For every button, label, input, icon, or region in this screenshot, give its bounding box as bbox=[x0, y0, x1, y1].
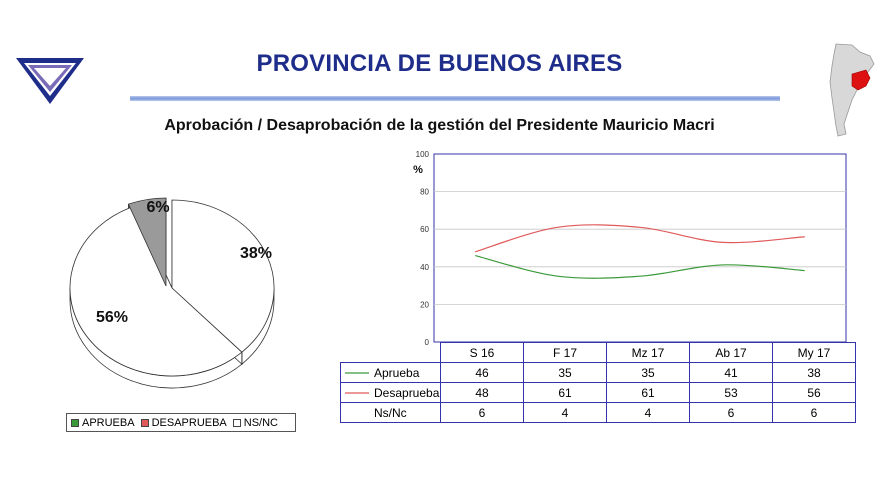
table-cell: 35 bbox=[523, 362, 607, 383]
table-cell: 56 bbox=[772, 382, 856, 403]
y-tick-label: 80 bbox=[420, 188, 429, 197]
table-row-label: Desaprueba bbox=[340, 382, 441, 403]
table-corner bbox=[341, 343, 441, 363]
table-cell: 61 bbox=[523, 382, 607, 403]
legend-swatch-desaprueba bbox=[140, 418, 149, 427]
table-cell: 46 bbox=[440, 362, 524, 383]
table-header-cell: My 17 bbox=[772, 342, 856, 363]
pie-slice-label: 56% bbox=[96, 309, 128, 326]
row-label-nsnc: Ns/Nc bbox=[374, 405, 407, 420]
table-cell: 6 bbox=[440, 402, 524, 423]
row-label-aprueba: Aprueba bbox=[374, 365, 420, 380]
legend-item-nsnc: NS/NC bbox=[232, 416, 279, 429]
table-cell: 4 bbox=[523, 402, 607, 423]
table-cell: 4 bbox=[606, 402, 690, 423]
table-row: Ns/Nc 6 4 4 6 6 bbox=[340, 402, 856, 423]
table-header-cell: S 16 bbox=[440, 342, 524, 363]
table-header-cell: Mz 17 bbox=[606, 342, 690, 363]
title-divider bbox=[130, 96, 780, 101]
y-axis-unit: % bbox=[413, 164, 423, 176]
series-line-aprueba bbox=[475, 254, 805, 279]
legend-swatch-aprueba bbox=[71, 418, 79, 427]
argentina-map-icon bbox=[822, 42, 878, 143]
pie-chart: 38% 56% 6% bbox=[60, 185, 300, 405]
line-chart: 0 20 40 60 80 100% bbox=[406, 148, 851, 353]
table-row-label: Ns/Nc bbox=[340, 402, 441, 423]
table-row-label: Aprueba bbox=[340, 362, 441, 383]
pie-slice-aprueba bbox=[171, 199, 275, 353]
legend-label-desaprueba: DESAPRUEBA bbox=[151, 416, 227, 429]
legend-item-desaprueba: DESAPRUEBA bbox=[140, 416, 227, 429]
table-cell: 6 bbox=[772, 402, 856, 423]
y-tick-label: 20 bbox=[420, 300, 429, 309]
series-line-desaprueba bbox=[475, 224, 805, 253]
pie-slice-desaprueba bbox=[69, 205, 243, 377]
triangle-logo-icon bbox=[14, 56, 86, 111]
legend-swatch-nsnc bbox=[232, 418, 241, 427]
pie-legend: APRUEBA DESAPRUEBA NS/NC bbox=[66, 413, 296, 432]
legend-line-aprueba bbox=[345, 371, 369, 374]
legend-label-nsnc: NS/NC bbox=[243, 416, 279, 429]
pie-slice-label: 38% bbox=[240, 245, 272, 262]
table-header-cell: Ab 17 bbox=[689, 342, 773, 363]
page-title: PROVINCIA DE BUENOS AIRES bbox=[256, 50, 623, 77]
y-tick-label: 0 bbox=[425, 338, 430, 347]
table-cell: 6 bbox=[689, 402, 773, 423]
table-cell: 61 bbox=[606, 382, 690, 403]
table-header-cell: F 17 bbox=[523, 342, 607, 363]
table-row: Aprueba 46 35 35 41 38 bbox=[340, 362, 856, 383]
y-tick-label: 40 bbox=[420, 263, 429, 272]
row-label-desaprueba: Desaprueba bbox=[374, 385, 440, 400]
plot-area bbox=[433, 153, 847, 343]
table-cell: 48 bbox=[440, 382, 524, 403]
table-header-row: S 16 F 17 Mz 17 Ab 17 My 17 bbox=[341, 342, 856, 363]
legend-line-desaprueba bbox=[345, 391, 369, 394]
table-cell: 35 bbox=[606, 362, 690, 383]
legend-item-aprueba: APRUEBA bbox=[71, 417, 135, 429]
table-row: Desaprueba 48 61 61 53 56 bbox=[340, 382, 856, 403]
y-tick-label: 100 bbox=[416, 150, 430, 159]
table-cell: 41 bbox=[689, 362, 773, 383]
y-tick-label: 60 bbox=[420, 225, 429, 234]
data-table: S 16 F 17 Mz 17 Ab 17 My 17 Aprueba 46 3… bbox=[340, 342, 856, 423]
table-cell: 53 bbox=[689, 382, 773, 403]
legend-line-nsnc bbox=[345, 410, 369, 416]
pie-slice-label: 6% bbox=[146, 199, 169, 216]
legend-label-aprueba: APRUEBA bbox=[82, 416, 135, 429]
table-cell: 38 bbox=[772, 362, 856, 383]
chart-subtitle: Aprobación / Desaprobación de la gestión… bbox=[164, 117, 715, 134]
pie-slice-nsnc bbox=[127, 197, 167, 287]
